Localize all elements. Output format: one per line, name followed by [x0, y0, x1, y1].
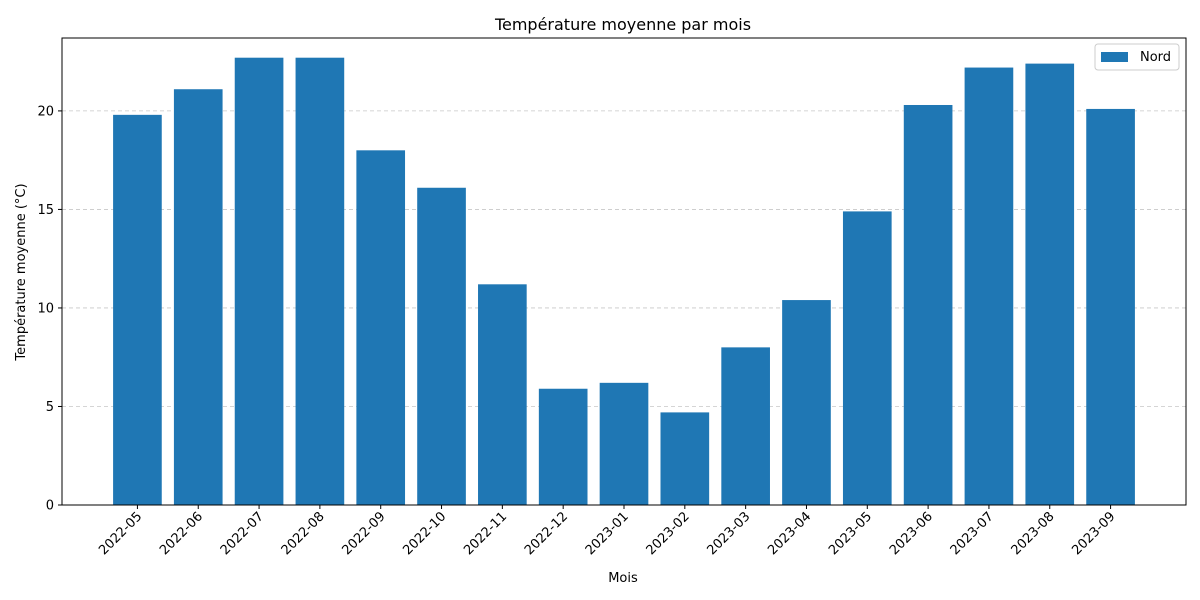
bar-2023-08 — [1025, 63, 1075, 506]
y-tick-label: 20 — [37, 104, 54, 119]
bar-2023-09 — [1086, 108, 1135, 505]
x-axis-title: Mois — [608, 571, 638, 586]
legend: Nord — [1094, 43, 1180, 71]
bar-2022-08 — [295, 57, 345, 505]
x-tick-label: 2022-11 — [461, 509, 510, 558]
x-tick-label: 2023-06 — [887, 509, 936, 558]
x-tick-label: 2023-02 — [644, 509, 693, 558]
y-tick-label: 10 — [37, 301, 54, 316]
bar-2022-12 — [538, 388, 588, 505]
x-tick-label: 2022-12 — [522, 509, 571, 558]
y-axis: 0 5 10 15 20 — [37, 104, 62, 514]
bar-2023-01 — [599, 382, 649, 505]
x-tick-label: 2022-10 — [400, 509, 449, 558]
x-tick-label: 2023-05 — [826, 509, 875, 558]
bar-2022-11 — [478, 284, 527, 505]
legend-frame — [1094, 43, 1180, 71]
bar-2022-05 — [113, 114, 162, 506]
x-tick-label: 2022-05 — [96, 509, 145, 558]
bar-2022-06 — [173, 89, 223, 506]
chart-title: Température moyenne par mois — [494, 15, 751, 34]
legend-swatch — [1101, 52, 1128, 62]
bar-2023-02 — [660, 412, 710, 505]
x-tick-label: 2022-07 — [218, 509, 267, 558]
x-tick-label: 2023-09 — [1069, 509, 1118, 558]
bar-2023-06 — [903, 104, 953, 505]
bars — [113, 57, 1135, 506]
y-axis-title: Température moyenne (°C) — [14, 183, 29, 361]
x-tick-label: 2023-07 — [948, 509, 997, 558]
x-axis: 2022-05 2022-06 2022-07 2022-08 2022-09 2022-… — [96, 505, 1118, 558]
grid-lines — [62, 110, 1186, 407]
y-tick-label: 0 — [46, 499, 54, 514]
bar-2023-05 — [842, 211, 892, 505]
x-tick-label: 2023-04 — [765, 509, 814, 558]
legend-label: Nord — [1140, 50, 1171, 65]
y-tick-label: 15 — [37, 203, 54, 218]
x-tick-label: 2023-08 — [1009, 509, 1058, 558]
bar-2023-04 — [782, 300, 831, 505]
x-tick-label: 2023-03 — [704, 509, 753, 558]
x-tick-label: 2023-01 — [583, 509, 632, 558]
bar-2022-09 — [356, 150, 406, 505]
x-tick-label: 2022-06 — [157, 509, 206, 558]
bar-2022-07 — [234, 57, 284, 505]
x-tick-label: 2022-08 — [279, 509, 328, 558]
x-tick-label: 2022-09 — [340, 509, 389, 558]
bar-2022-10 — [417, 187, 466, 505]
y-tick-label: 5 — [46, 400, 54, 415]
bar-2023-03 — [721, 347, 770, 505]
bar-2023-07 — [964, 67, 1014, 506]
